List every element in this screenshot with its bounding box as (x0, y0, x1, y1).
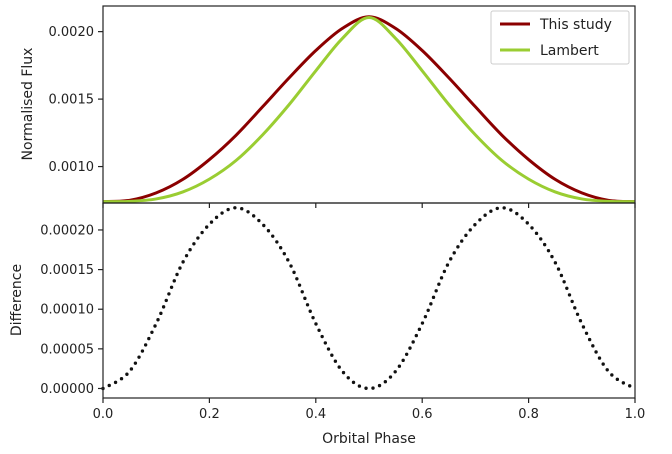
bottom-x-tick-label: 1.0 (625, 407, 646, 422)
bottom-plot-frame (102, 202, 636, 399)
x-axis-label: Orbital Phase (322, 431, 416, 447)
bottom-y-tick-label: 0.00010 (40, 303, 94, 318)
bottom-y-axis-label: Difference (9, 264, 25, 336)
bottom-series-group (101, 206, 637, 391)
top-x-ticks (102, 203, 636, 208)
top-panel: 0.0010 0.0015 0.0020 Normalised Flux This … (20, 5, 636, 208)
bottom-y-tick-label: 0.00020 (40, 223, 94, 238)
bottom-x-tick-label: 0.8 (518, 407, 539, 422)
top-y-tick-label: 0.0020 (49, 25, 95, 40)
top-y-ticks: 0.0010 0.0015 0.0020 (49, 25, 103, 175)
series-line-lambert (102, 15, 636, 204)
legend-label-lambert: Lambert (540, 43, 599, 59)
top-y-tick-label: 0.0015 (49, 93, 95, 108)
bottom-y-ticks: 0.00000 0.00005 0.00010 0.00015 0.00020 (40, 223, 103, 397)
bottom-x-tick-label: 0.0 (93, 407, 114, 422)
series-line-difference (101, 206, 637, 391)
bottom-y-tick-label: 0.00015 (40, 263, 94, 278)
bottom-x-tick-label: 0.6 (412, 407, 433, 422)
bottom-y-tick-label: 0.00005 (40, 342, 94, 357)
top-y-tick-label: 0.0010 (49, 160, 95, 175)
legend-label-this-study: This study (539, 17, 612, 33)
legend: This study Lambert (490, 10, 630, 65)
bottom-x-ticks: 0.0 0.2 0.4 0.6 0.8 1.0 (93, 398, 646, 422)
bottom-y-tick-label: 0.00000 (40, 382, 94, 397)
top-series-group (102, 15, 636, 204)
top-y-axis-label: Normalised Flux (20, 48, 36, 161)
bottom-x-tick-label: 0.2 (199, 407, 220, 422)
bottom-x-tick-label: 0.4 (305, 407, 326, 422)
